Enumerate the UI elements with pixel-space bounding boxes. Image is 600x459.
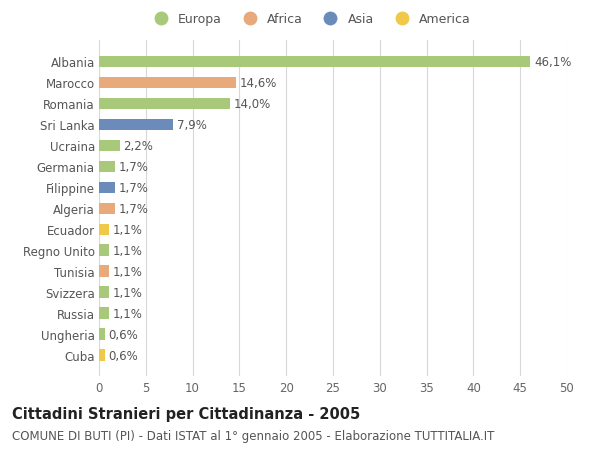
Text: 1,1%: 1,1%: [113, 286, 143, 299]
Text: 1,7%: 1,7%: [119, 181, 149, 195]
Bar: [99, 245, 109, 257]
Legend: Europa, Africa, Asia, America: Europa, Africa, Asia, America: [146, 11, 473, 28]
Bar: [99, 98, 230, 110]
Bar: [99, 350, 104, 361]
Bar: [99, 329, 104, 340]
Bar: [99, 266, 109, 277]
Bar: [99, 182, 115, 194]
Text: 1,1%: 1,1%: [113, 223, 143, 236]
Text: 14,0%: 14,0%: [234, 98, 271, 111]
Text: 1,1%: 1,1%: [113, 307, 143, 320]
Bar: [99, 287, 109, 298]
Text: 1,1%: 1,1%: [113, 244, 143, 257]
Text: COMUNE DI BUTI (PI) - Dati ISTAT al 1° gennaio 2005 - Elaborazione TUTTITALIA.IT: COMUNE DI BUTI (PI) - Dati ISTAT al 1° g…: [12, 429, 494, 442]
Text: 7,9%: 7,9%: [176, 118, 206, 132]
Bar: [99, 224, 109, 235]
Bar: [99, 119, 173, 131]
Text: 0,6%: 0,6%: [109, 349, 138, 362]
Bar: [99, 203, 115, 215]
Bar: [99, 78, 236, 89]
Text: Cittadini Stranieri per Cittadinanza - 2005: Cittadini Stranieri per Cittadinanza - 2…: [12, 406, 360, 421]
Bar: [99, 56, 530, 68]
Bar: [99, 161, 115, 173]
Text: 14,6%: 14,6%: [239, 77, 277, 90]
Bar: [99, 308, 109, 319]
Bar: [99, 140, 119, 152]
Text: 46,1%: 46,1%: [534, 56, 572, 69]
Text: 1,7%: 1,7%: [119, 161, 149, 174]
Text: 1,7%: 1,7%: [119, 202, 149, 215]
Text: 0,6%: 0,6%: [109, 328, 138, 341]
Text: 2,2%: 2,2%: [124, 140, 153, 152]
Text: 1,1%: 1,1%: [113, 265, 143, 278]
